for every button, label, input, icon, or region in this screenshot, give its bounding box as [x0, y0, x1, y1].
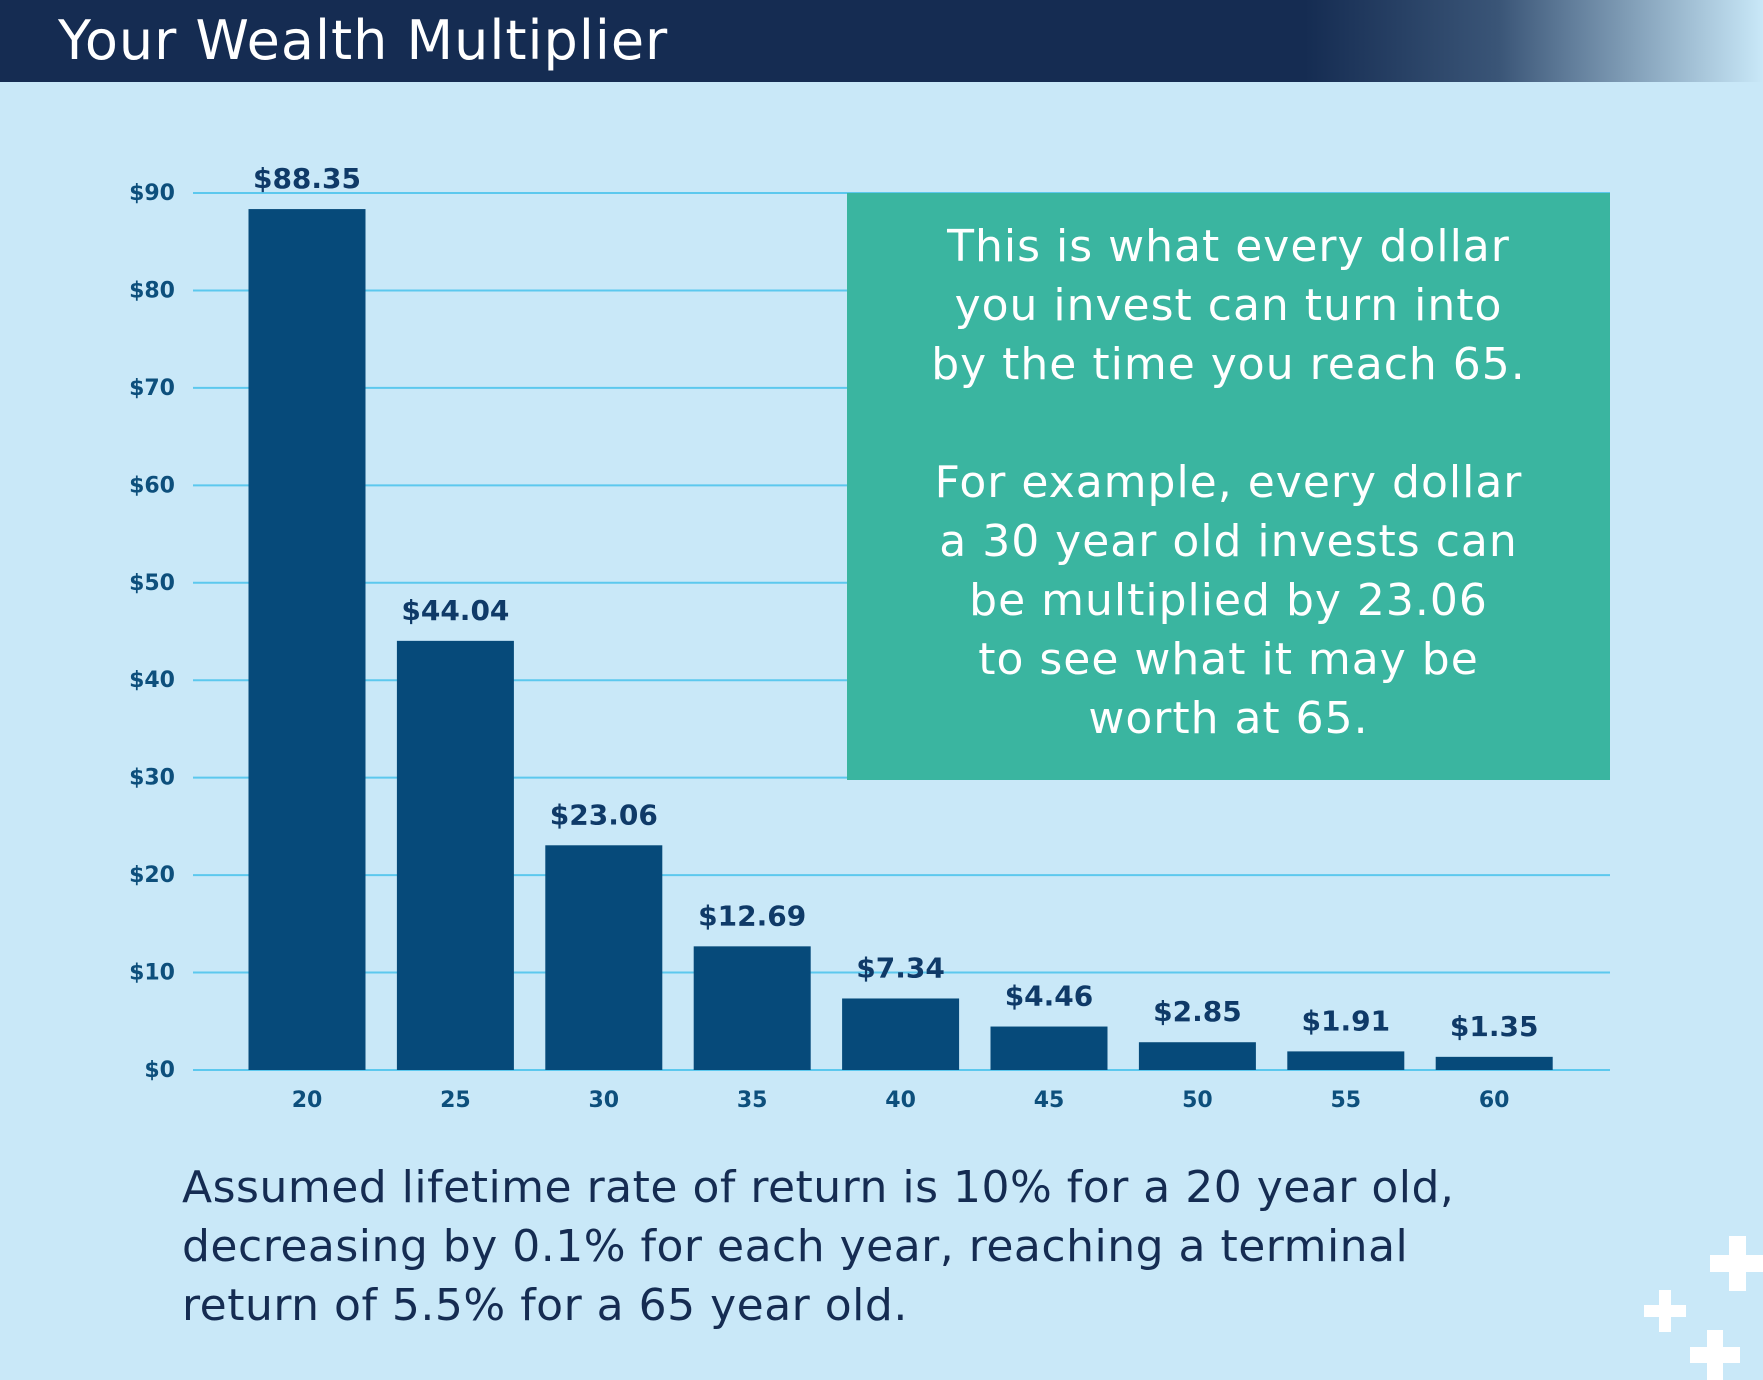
bar: [1138, 1042, 1256, 1070]
y-tick-label: $50: [129, 571, 175, 596]
x-tick-label: 30: [588, 1088, 619, 1113]
y-axis-tick-labels: $0 $10 $20 $30 $40 $50 $60 $70 $80 $90: [129, 181, 175, 1083]
bar-value-labels: $88.35 $44.04 $23.06 $12.69 $7.34 $4.46 $2.85 $…: [253, 162, 1539, 1043]
bar-value-label: $1.35: [1450, 1010, 1539, 1043]
callout-paragraph-2: For example, every dollar a 30 year old …: [934, 457, 1523, 744]
x-tick-label: 35: [737, 1088, 768, 1113]
y-tick-label: $90: [129, 181, 175, 206]
bar: [545, 845, 663, 1070]
callout-paragraph-1: This is what every dollar you invest can…: [931, 221, 1526, 390]
x-tick-label: 55: [1330, 1088, 1361, 1113]
x-axis-tick-labels: 20 25 30 35 40 45 50 55 60: [292, 1088, 1510, 1113]
bar-value-label: $2.85: [1153, 995, 1242, 1028]
bar-chart: $0 $10 $20 $30 $40 $50 $60 $70 $80 $90 $88.35 $44.…: [129, 162, 1610, 1113]
plus-icon: [1644, 1290, 1686, 1332]
y-tick-label: $60: [129, 473, 175, 498]
explanation-callout: This is what every dollar you invest can…: [847, 193, 1610, 780]
bar: [693, 946, 811, 1070]
bar: [842, 998, 960, 1070]
x-tick-label: 45: [1034, 1088, 1065, 1113]
y-tick-label: $0: [144, 1058, 175, 1083]
x-tick-label: 25: [440, 1088, 471, 1113]
bar-value-label: $7.34: [856, 951, 945, 984]
page-title: Your Wealth Multiplier: [58, 9, 669, 72]
bar: [990, 1026, 1108, 1070]
bar-value-label: $88.35: [253, 162, 361, 195]
x-tick-label: 60: [1479, 1088, 1510, 1113]
header-banner: Your Wealth Multiplier: [0, 0, 1763, 82]
y-tick-label: $70: [129, 376, 175, 401]
x-tick-label: 40: [885, 1088, 916, 1113]
y-tick-label: $80: [129, 278, 175, 303]
bar-value-label: $12.69: [698, 899, 806, 932]
return-assumption-footnote: Assumed lifetime rate of return is 10% f…: [182, 1162, 1455, 1331]
x-tick-label: 20: [292, 1088, 323, 1113]
y-tick-label: $40: [129, 668, 175, 693]
plus-icon: [1710, 1236, 1763, 1291]
bar-value-label: $1.91: [1302, 1004, 1391, 1037]
y-tick-label: $20: [129, 863, 175, 888]
bar-value-label: $23.06: [550, 798, 658, 831]
x-tick-label: 50: [1182, 1088, 1213, 1113]
bar: [396, 640, 514, 1070]
plus-icon: [1690, 1330, 1740, 1380]
bar-value-label: $44.04: [401, 594, 509, 627]
bars: [248, 209, 1553, 1070]
y-tick-label: $10: [129, 961, 175, 986]
bar-value-label: $4.46: [1005, 980, 1094, 1013]
bar: [1435, 1056, 1553, 1070]
bar: [248, 209, 366, 1070]
bar: [1287, 1051, 1405, 1070]
y-tick-label: $30: [129, 766, 175, 791]
